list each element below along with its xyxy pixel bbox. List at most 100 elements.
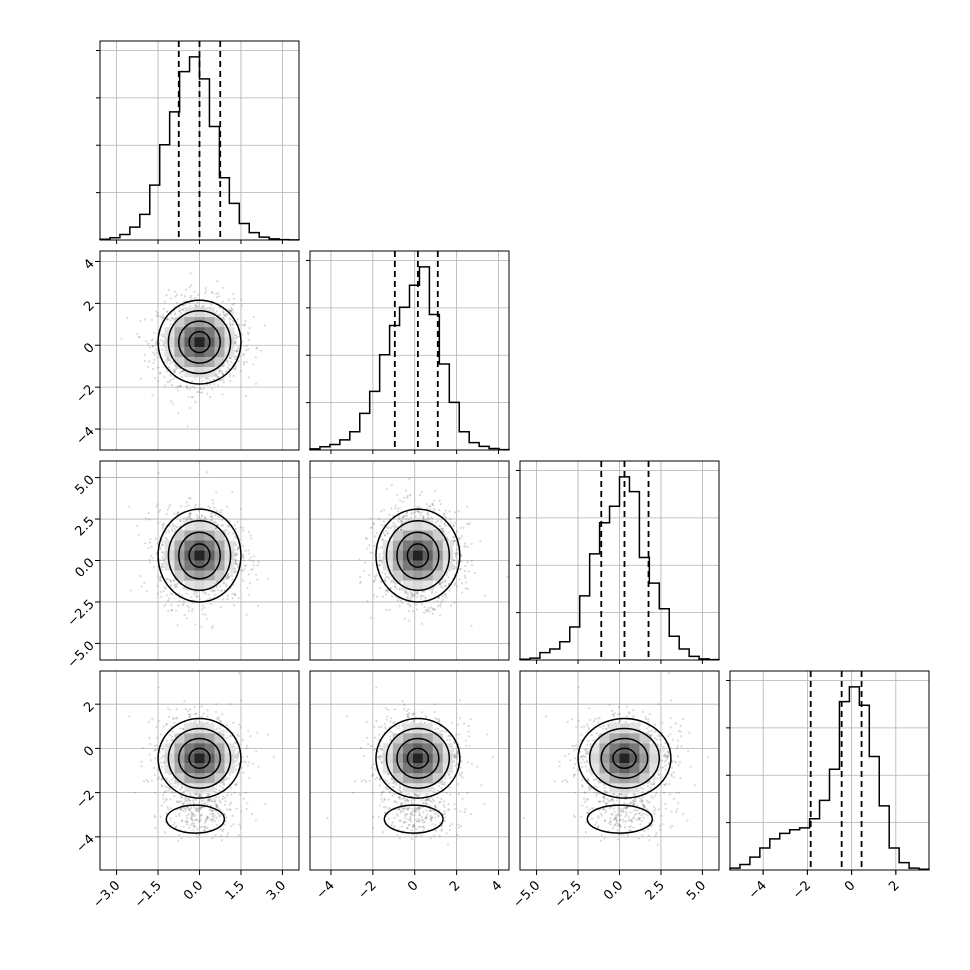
scatter-point (176, 389, 180, 392)
scatter-point (165, 310, 168, 313)
scatter-point (243, 568, 246, 571)
scatter-point (422, 516, 425, 519)
scatter-point (189, 284, 193, 287)
scatter-point (416, 591, 419, 594)
scatter-point (172, 318, 175, 321)
scatter-point (378, 553, 382, 556)
scatter-point (220, 834, 223, 837)
scatter-point (452, 564, 455, 568)
scatter-point (161, 555, 164, 559)
scatter-point (183, 613, 186, 617)
density-cell (194, 550, 205, 561)
scatter-point (165, 370, 169, 373)
scatter-point (234, 349, 237, 353)
scatter-point (374, 575, 377, 579)
scatter-point (201, 613, 205, 616)
scatter-point (177, 511, 180, 514)
scatter-point (452, 540, 456, 543)
scatter-point (180, 819, 183, 822)
scatter-point (169, 312, 173, 316)
scatter-point (243, 324, 246, 327)
scatter-point (438, 508, 441, 512)
scatter-point (220, 508, 223, 512)
density-cell (174, 540, 185, 551)
scatter-point (400, 601, 404, 605)
scatter-point (214, 593, 217, 596)
scatter-point (460, 534, 464, 538)
scatter-point (128, 715, 131, 718)
scatter-point (234, 527, 237, 530)
scatter-point (152, 565, 156, 568)
scatter-point (375, 574, 378, 577)
scatter-point (163, 384, 167, 387)
scatter-point (220, 589, 223, 592)
scatter-point (213, 797, 216, 801)
scatter-point (225, 505, 229, 508)
scatter-point (246, 586, 249, 589)
scatter-point (455, 562, 459, 565)
scatter-point (395, 587, 398, 590)
scatter-point (453, 540, 456, 543)
scatter-point (234, 742, 238, 745)
scatter-point (229, 309, 232, 312)
scatter-point (227, 308, 230, 311)
scatter-point (454, 566, 457, 569)
scatter-point (266, 577, 270, 580)
scatter-point (156, 366, 160, 369)
scatter-point (240, 569, 243, 572)
scatter-point (147, 365, 150, 369)
scatter-point (453, 521, 457, 524)
scatter-point (452, 559, 456, 562)
scatter-point (170, 316, 173, 320)
scatter-point (228, 375, 231, 378)
scatter-point (427, 606, 430, 610)
scatter-point (191, 380, 194, 383)
scatter-point (364, 561, 367, 564)
scatter-point (457, 553, 460, 556)
scatter-point (255, 573, 258, 576)
scatter-point (369, 616, 373, 619)
scatter-point (224, 314, 227, 317)
scatter-point (204, 292, 207, 295)
scatter-point (467, 570, 470, 573)
scatter-point (179, 312, 182, 315)
scatter-point (164, 603, 167, 606)
scatter-point (460, 553, 463, 556)
scatter-point (189, 512, 192, 515)
scatter-point (215, 787, 218, 791)
scatter-point (191, 610, 194, 613)
scatter-point (400, 520, 403, 523)
density-cell (194, 357, 205, 368)
scatter-point (202, 387, 205, 390)
scatter-point (215, 580, 218, 583)
scatter-point (380, 524, 383, 527)
scatter-point (434, 591, 437, 594)
scatter-point (405, 511, 409, 514)
scatter-point (203, 606, 206, 609)
scatter-point (408, 591, 412, 594)
scatter-point (410, 592, 413, 595)
scatter-point (272, 755, 275, 758)
scatter-point (215, 374, 218, 377)
scatter-point (159, 579, 162, 582)
scatter-point (219, 369, 223, 373)
scatter-point (211, 624, 214, 628)
scatter-point (234, 365, 237, 368)
scatter-point (194, 825, 197, 828)
scatter-point (147, 511, 150, 515)
scatter-point (416, 591, 419, 594)
scatter-point (236, 350, 239, 353)
scatter-point (166, 537, 169, 541)
scatter-point (440, 527, 443, 530)
scatter-point (414, 515, 417, 518)
density-cell (402, 520, 413, 531)
scatter-point (150, 545, 153, 548)
density-cell (204, 580, 215, 591)
scatter-point (213, 383, 216, 386)
scatter-point (188, 512, 191, 516)
scatter-point (160, 778, 163, 781)
scatter-point (176, 624, 179, 627)
scatter-point (257, 560, 260, 563)
scatter-point (182, 600, 185, 603)
scatter-point (242, 797, 245, 800)
